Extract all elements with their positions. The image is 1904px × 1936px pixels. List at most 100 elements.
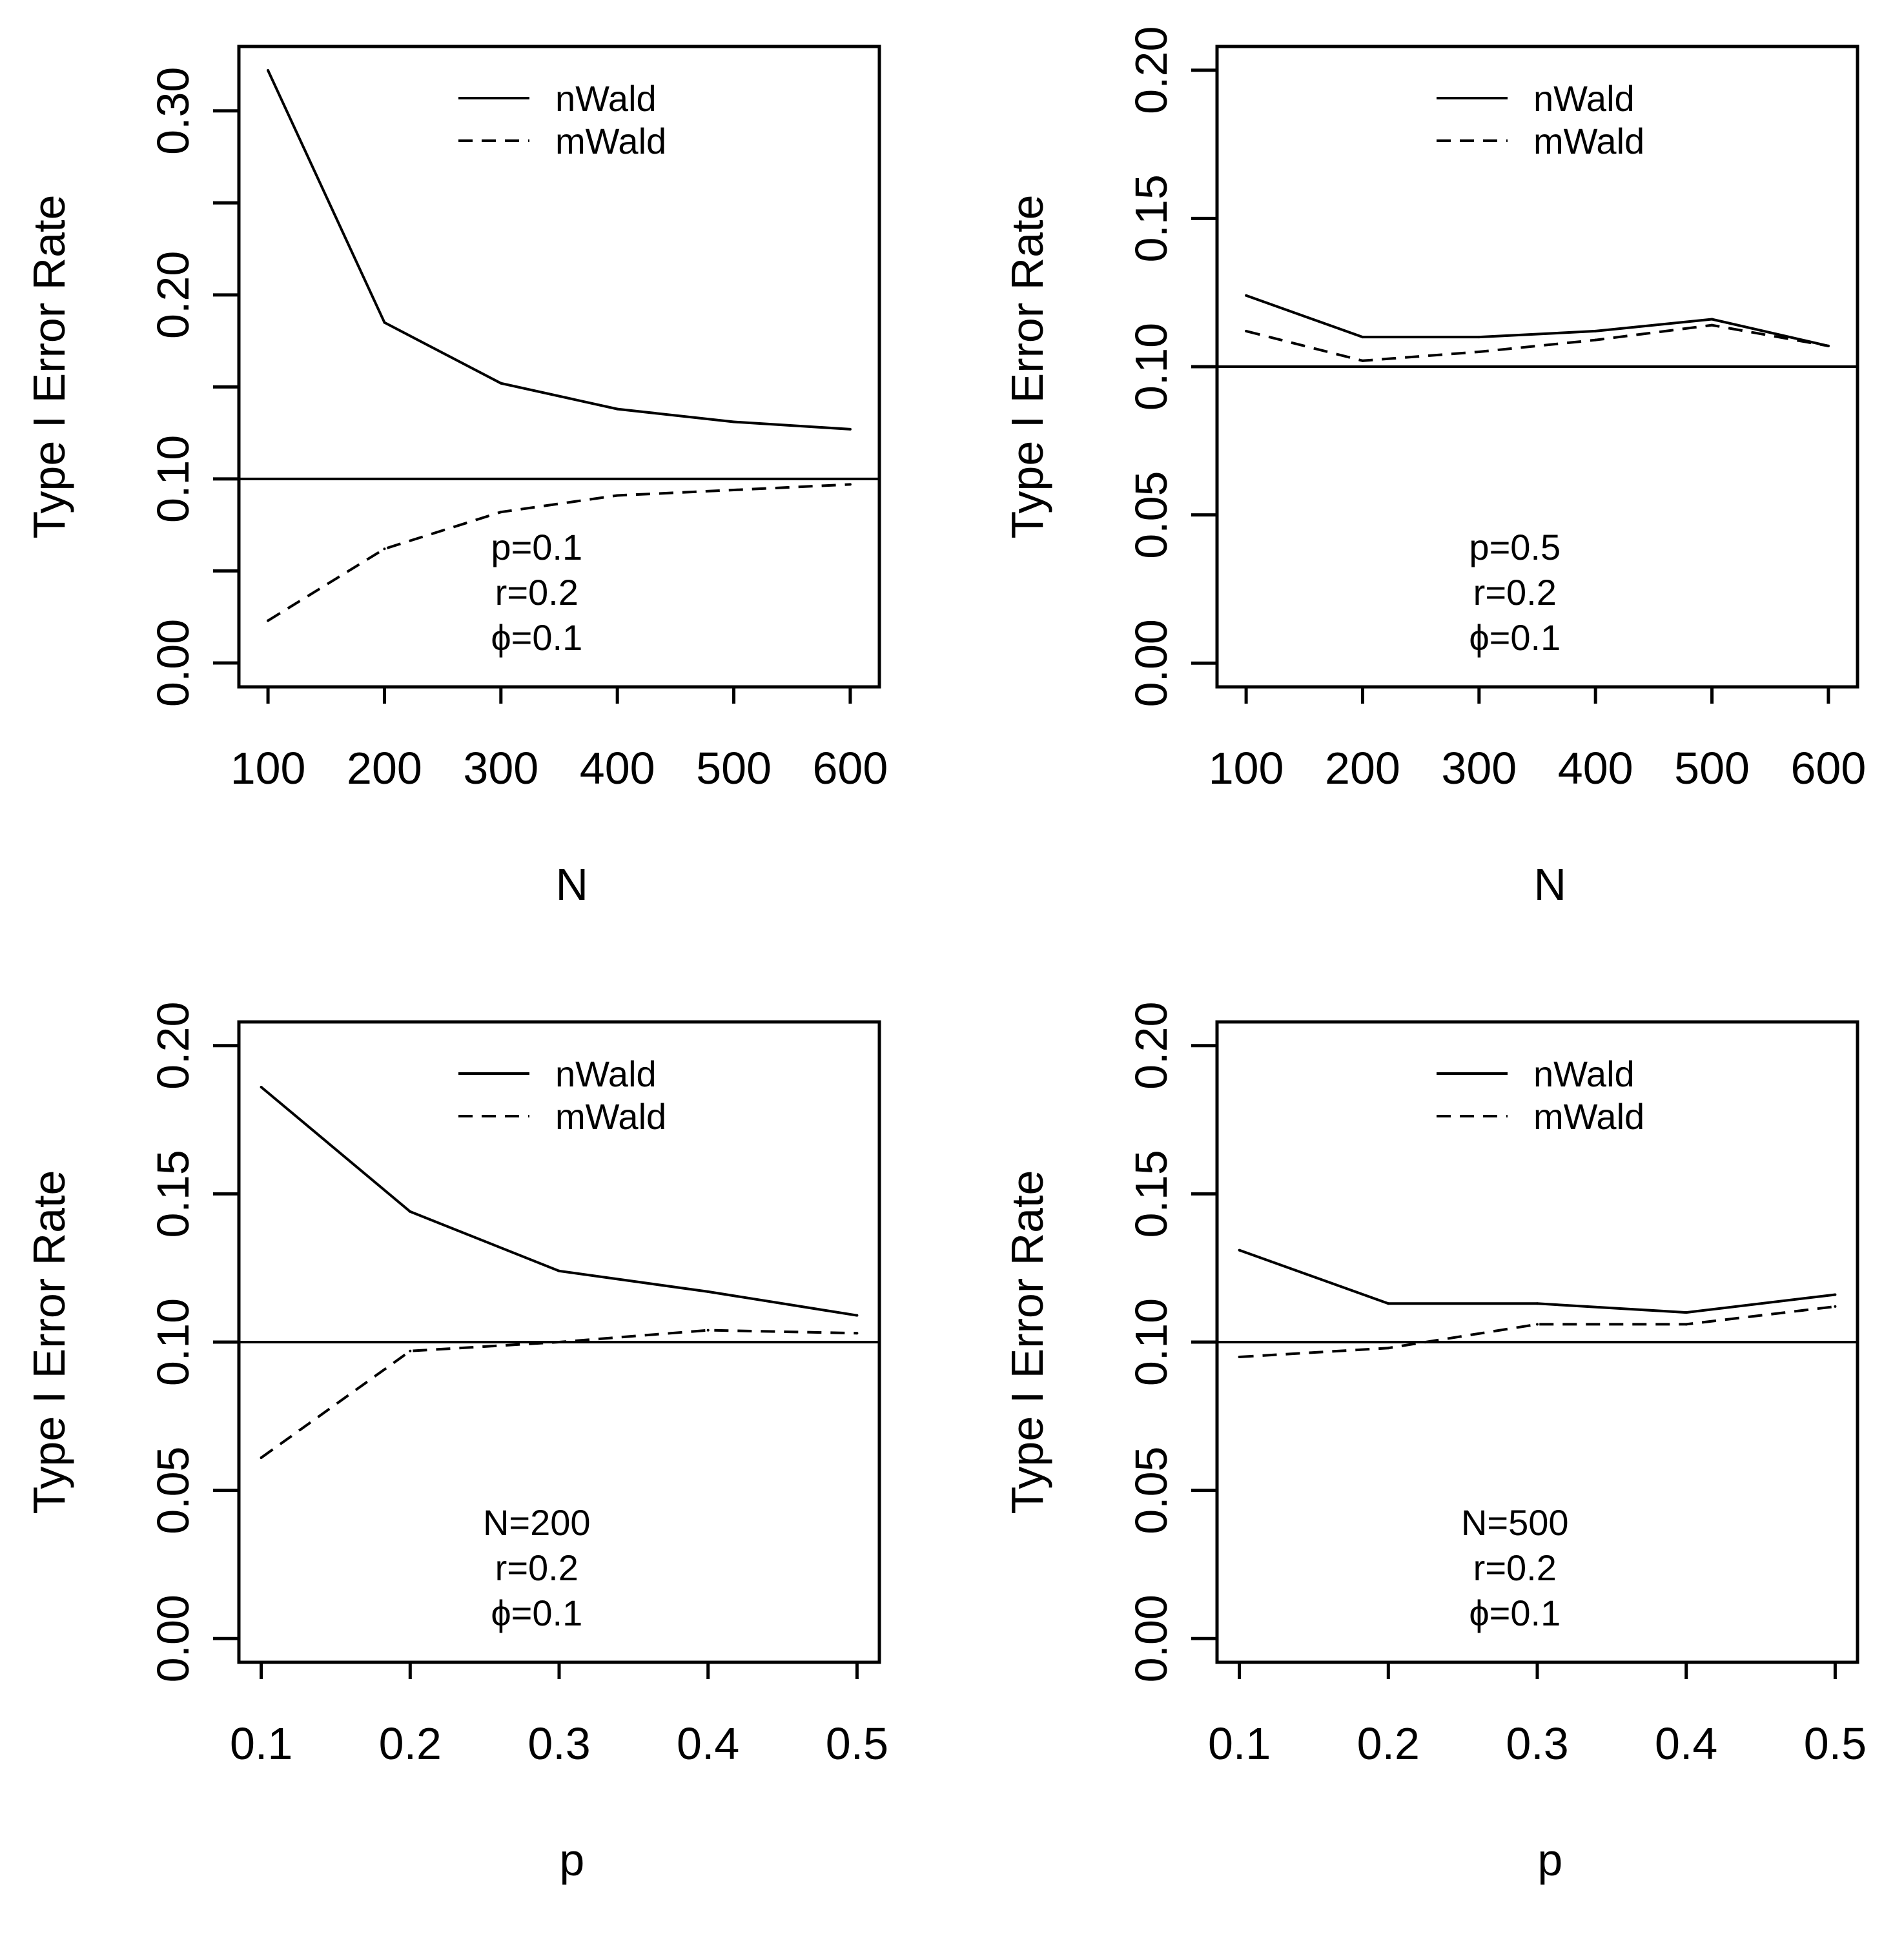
chart-panel-1: 100 200 300 400 500 600 0.00 0.10 0.20 0.30 N Type …: [24, 45, 888, 910]
chart-panel-2: 100 200 300 400 500 600 0.00 0.05 0.10 0.15 0.20 N T…: [1002, 26, 1866, 910]
x-axis-title: p: [559, 1835, 584, 1885]
y-tick-label: 0.00: [1126, 619, 1176, 707]
data-point-nWald: [1387, 1302, 1390, 1305]
annotation-line: ϕ=0.1: [1469, 1593, 1561, 1633]
data-point-nWald: [499, 382, 502, 385]
legend-label-nWald: nWald: [555, 1054, 657, 1094]
data-point-mWald: [732, 488, 735, 491]
data-point-nWald: [1710, 318, 1714, 321]
legend-label-mWald: mWald: [555, 1096, 666, 1137]
data-point-mWald: [558, 1341, 560, 1343]
data-point-mWald: [1361, 359, 1364, 362]
x-axis-title: p: [1537, 1835, 1562, 1885]
x-tick-label: 400: [580, 743, 655, 793]
y-tick-label: 0.05: [1126, 471, 1176, 559]
annotation-line: r=0.2: [495, 1547, 578, 1588]
x-tick-label: 0.4: [1655, 1718, 1717, 1769]
data-point-mWald: [1834, 1305, 1837, 1308]
x-axis-title: N: [556, 859, 589, 910]
y-tick-label: 0.05: [1126, 1447, 1176, 1534]
y-tick-label: 0.20: [1126, 26, 1176, 114]
x-tick-label: 0.1: [1208, 1718, 1271, 1769]
data-point-mWald: [1827, 344, 1830, 347]
y-tick-label: 0.20: [148, 251, 198, 339]
series-line-nWald: [1245, 294, 1829, 347]
data-point-nWald: [1238, 1248, 1241, 1252]
data-point-nWald: [616, 407, 619, 411]
y-axis-title: Type I Error Rate: [1002, 1170, 1052, 1514]
x-tick-label: 300: [463, 743, 538, 793]
y-tick-label: 0.05: [148, 1447, 198, 1534]
y-tick-label: 0.20: [1126, 1002, 1176, 1090]
annotation-line: r=0.2: [495, 572, 578, 613]
x-tick-label: 400: [1558, 743, 1633, 793]
data-point-nWald: [855, 1314, 859, 1317]
data-point-mWald: [409, 1349, 412, 1352]
series-line-mWald: [260, 1329, 857, 1459]
data-point-mWald: [1245, 329, 1248, 332]
y-tick-label: 0.00: [148, 619, 198, 707]
annotation-line: p=0.5: [1469, 527, 1561, 567]
legend-label-nWald: nWald: [1533, 78, 1635, 119]
x-tick-label: 100: [1209, 743, 1284, 793]
annotation-line: r=0.2: [1473, 1547, 1557, 1588]
data-point-mWald: [1238, 1355, 1241, 1358]
data-point-mWald: [616, 494, 619, 497]
legend-label-mWald: mWald: [1533, 1096, 1644, 1137]
data-point-nWald: [558, 1269, 560, 1272]
x-tick-label: 100: [230, 743, 306, 793]
annotation-line: N=200: [483, 1502, 591, 1543]
data-point-nWald: [1684, 1311, 1688, 1314]
y-tick-label: 0.15: [1126, 1150, 1176, 1238]
data-point-nWald: [409, 1210, 412, 1213]
x-tick-label: 200: [347, 743, 422, 793]
x-axis-title: N: [1534, 859, 1567, 910]
series-line-nWald: [267, 70, 851, 431]
x-tick-label: 500: [696, 743, 772, 793]
data-point-nWald: [1834, 1293, 1837, 1296]
annotation-line: r=0.2: [1473, 572, 1557, 613]
x-tick-label: 0.2: [1357, 1718, 1420, 1769]
y-tick-label: 0.10: [1126, 323, 1176, 411]
x-tick-label: 0.3: [1506, 1718, 1568, 1769]
annotation-line: N=500: [1461, 1502, 1569, 1543]
y-tick-label: 0.10: [1126, 1298, 1176, 1386]
y-axis-title: Type I Error Rate: [24, 195, 74, 539]
data-point-nWald: [1245, 294, 1248, 297]
x-tick-label: 0.4: [677, 1718, 739, 1769]
data-point-nWald: [1477, 336, 1480, 339]
data-point-mWald: [855, 1332, 859, 1335]
data-point-nWald: [1594, 329, 1597, 332]
chart-panel-3: 0.1 0.2 0.3 0.4 0.5 0.00 0.05 0.10 0.15 0.20 p Type…: [24, 1002, 888, 1885]
x-tick-label: 0.3: [527, 1718, 590, 1769]
series-line-mWald: [1245, 323, 1829, 362]
series-line-mWald: [267, 483, 850, 622]
y-tick-label: 0.15: [1126, 174, 1176, 262]
data-point-mWald: [1684, 1323, 1688, 1326]
data-point-nWald: [267, 69, 270, 72]
data-point-nWald: [706, 1290, 710, 1293]
plot-frame: [237, 45, 881, 689]
x-tick-label: 200: [1325, 743, 1400, 793]
x-tick-label: 300: [1441, 743, 1517, 793]
data-point-mWald: [1387, 1347, 1390, 1350]
data-point-mWald: [260, 1456, 263, 1460]
data-point-nWald: [260, 1086, 263, 1089]
y-axis-title: Type I Error Rate: [1002, 195, 1052, 539]
data-point-mWald: [1477, 351, 1480, 354]
data-point-mWald: [499, 511, 502, 514]
annotation-line: ϕ=0.1: [491, 1593, 582, 1633]
data-point-nWald: [383, 321, 386, 324]
series-line-mWald: [1239, 1305, 1836, 1358]
y-tick-label: 0.30: [148, 67, 198, 155]
data-point-mWald: [383, 547, 386, 551]
data-point-mWald: [848, 483, 852, 486]
data-point-mWald: [1710, 323, 1714, 327]
data-point-nWald: [1361, 336, 1364, 339]
y-axis-title: Type I Error Rate: [24, 1170, 74, 1514]
data-point-mWald: [1536, 1323, 1539, 1326]
x-tick-label: 0.5: [1804, 1718, 1867, 1769]
legend-label-nWald: nWald: [1533, 1054, 1635, 1094]
data-point-mWald: [1594, 338, 1597, 341]
y-tick-label: 0.10: [148, 1298, 198, 1386]
